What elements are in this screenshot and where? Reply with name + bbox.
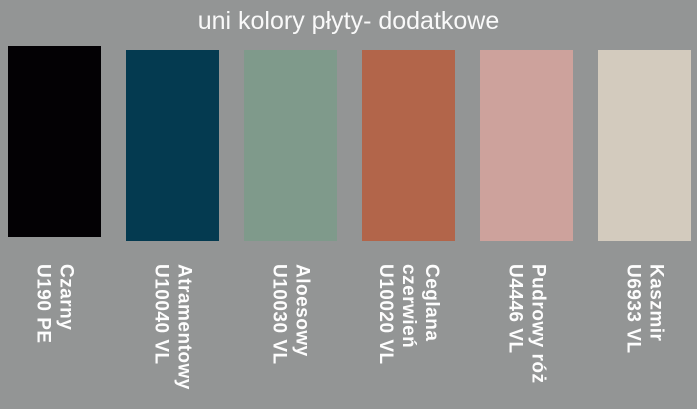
- swatch-label-4: Ceglana czerwień U10020 VL: [375, 264, 442, 365]
- swatch-column-6: Kaszmir U6933 VL: [598, 50, 691, 409]
- color-swatch-6: [598, 50, 691, 241]
- swatch-label-2: Atramentowy U10040 VL: [150, 264, 195, 390]
- swatch-column-4: Ceglana czerwień U10020 VL: [362, 50, 455, 409]
- swatch-row: Czarny U190 PE Atramentowy U10040 VL Alo…: [0, 46, 697, 409]
- swatch-column-1: Czarny U190 PE: [8, 46, 101, 409]
- color-swatch-4: [362, 50, 455, 241]
- swatch-label-6: Kaszmir U6933 VL: [622, 264, 667, 354]
- color-swatch-5: [480, 50, 573, 241]
- swatch-column-5: Pudrowy róż U4446 VL: [480, 50, 573, 409]
- swatch-label-5: Pudrowy róż U4446 VL: [504, 264, 549, 384]
- color-swatch-2: [126, 50, 219, 241]
- color-swatch-1: [8, 46, 101, 237]
- swatch-label-3: Aloesowy U10030 VL: [268, 264, 313, 365]
- swatch-column-2: Atramentowy U10040 VL: [126, 50, 219, 409]
- color-swatch-3: [244, 50, 337, 241]
- page-title: uni kolory płyty- dodatkowe: [197, 7, 500, 35]
- swatch-label-1: Czarny U190 PE: [32, 264, 77, 344]
- swatch-column-3: Aloesowy U10030 VL: [244, 50, 337, 409]
